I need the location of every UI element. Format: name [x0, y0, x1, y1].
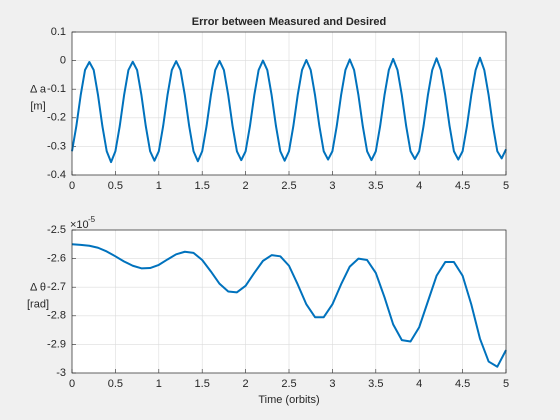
x-tick-label: 0 [69, 180, 75, 192]
axes-box [71, 31, 507, 176]
x-axis-label: Time (orbits) [258, 394, 319, 406]
y-tick-label: 0.1 [51, 26, 66, 38]
x-tick-label: 4 [416, 180, 422, 192]
y-tick-label: -3 [56, 367, 66, 379]
x-tick-label: 0.5 [108, 378, 123, 390]
y-tick-label: -0.2 [47, 112, 66, 124]
y-tick-label: -2.6 [47, 253, 66, 265]
y-tick-label: -2.5 [47, 224, 66, 236]
x-tick-label: 3 [329, 180, 335, 192]
axes-box [71, 229, 507, 374]
y-tick-label: -2.7 [47, 281, 66, 293]
y-tick-label: -0.4 [47, 169, 66, 181]
x-tick-label: 2.5 [281, 180, 296, 192]
x-tick-label: 3 [329, 378, 335, 390]
x-tick-label: 3.5 [368, 180, 383, 192]
y-axis-label: [m] [30, 100, 45, 112]
data-line [71, 56, 507, 164]
x-tick-label: 4.5 [455, 180, 470, 192]
x-tick-label: 2 [243, 378, 249, 390]
x-tick-label: 5 [503, 180, 509, 192]
x-tick-label: 5 [503, 378, 509, 390]
y-tick-label: -2.8 [47, 310, 66, 322]
x-tick-label: 0.5 [108, 180, 123, 192]
x-tick-label: 1 [156, 180, 162, 192]
y-scale-label: ×10 [70, 219, 89, 231]
y-axis-label: Δ a [30, 83, 47, 95]
y-scale-exponent: -5 [88, 215, 96, 224]
x-tick-label: 1 [156, 378, 162, 390]
y-tick-label: -0.1 [47, 83, 66, 95]
y-tick-label: -0.3 [47, 140, 66, 152]
x-tick-label: 1.5 [195, 378, 210, 390]
x-tick-label: 3.5 [368, 378, 383, 390]
x-tick-label: 4.5 [455, 378, 470, 390]
x-tick-label: 1.5 [195, 180, 210, 192]
x-tick-label: 2 [243, 180, 249, 192]
y-axis-label: [rad] [27, 298, 49, 310]
data-line [71, 243, 507, 368]
y-tick-label: 0 [60, 55, 66, 67]
x-tick-label: 0 [69, 378, 75, 390]
x-tick-label: 2.5 [281, 378, 296, 390]
chart-title: Error between Measured and Desired [192, 16, 386, 28]
y-axis-label: Δ θ [30, 281, 46, 293]
x-tick-label: 4 [416, 378, 422, 390]
y-tick-label: -2.9 [47, 338, 66, 350]
